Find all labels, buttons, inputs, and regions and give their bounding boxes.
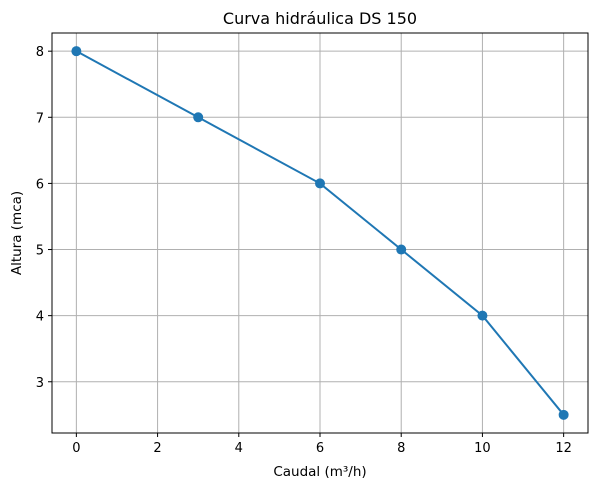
y-tick-label: 7 — [36, 111, 44, 126]
data-point — [193, 112, 204, 123]
series — [71, 46, 569, 420]
series-line — [75, 50, 565, 416]
y-axis-label: Altura (mca) — [9, 191, 25, 275]
y-tick-label: 8 — [36, 45, 44, 60]
x-axis: 0 2 4 6 8 10 12 — [72, 433, 572, 456]
x-tick-label: 4 — [235, 441, 243, 456]
chart-title: Curva hidráulica DS 150 — [223, 9, 417, 28]
y-tick-label: 4 — [36, 310, 44, 325]
grid — [52, 33, 588, 433]
data-point — [477, 310, 488, 321]
data-point — [71, 46, 82, 57]
y-axis: 3 4 5 6 7 8 — [36, 45, 52, 391]
x-axis-label: Caudal (m³/h) — [273, 464, 366, 480]
x-tick-label: 12 — [555, 441, 572, 456]
y-tick-label: 3 — [36, 376, 44, 391]
x-tick-label: 10 — [474, 441, 491, 456]
x-tick-label: 2 — [153, 441, 161, 456]
y-tick-label: 5 — [36, 244, 44, 259]
data-point — [315, 178, 325, 189]
x-tick-label: 8 — [397, 441, 405, 456]
plot-frame — [51, 32, 589, 434]
y-tick-label: 6 — [36, 177, 44, 192]
x-tick-label: 6 — [316, 441, 324, 456]
data-point — [396, 244, 407, 255]
data-point — [558, 409, 569, 420]
x-tick-label: 0 — [72, 441, 80, 456]
